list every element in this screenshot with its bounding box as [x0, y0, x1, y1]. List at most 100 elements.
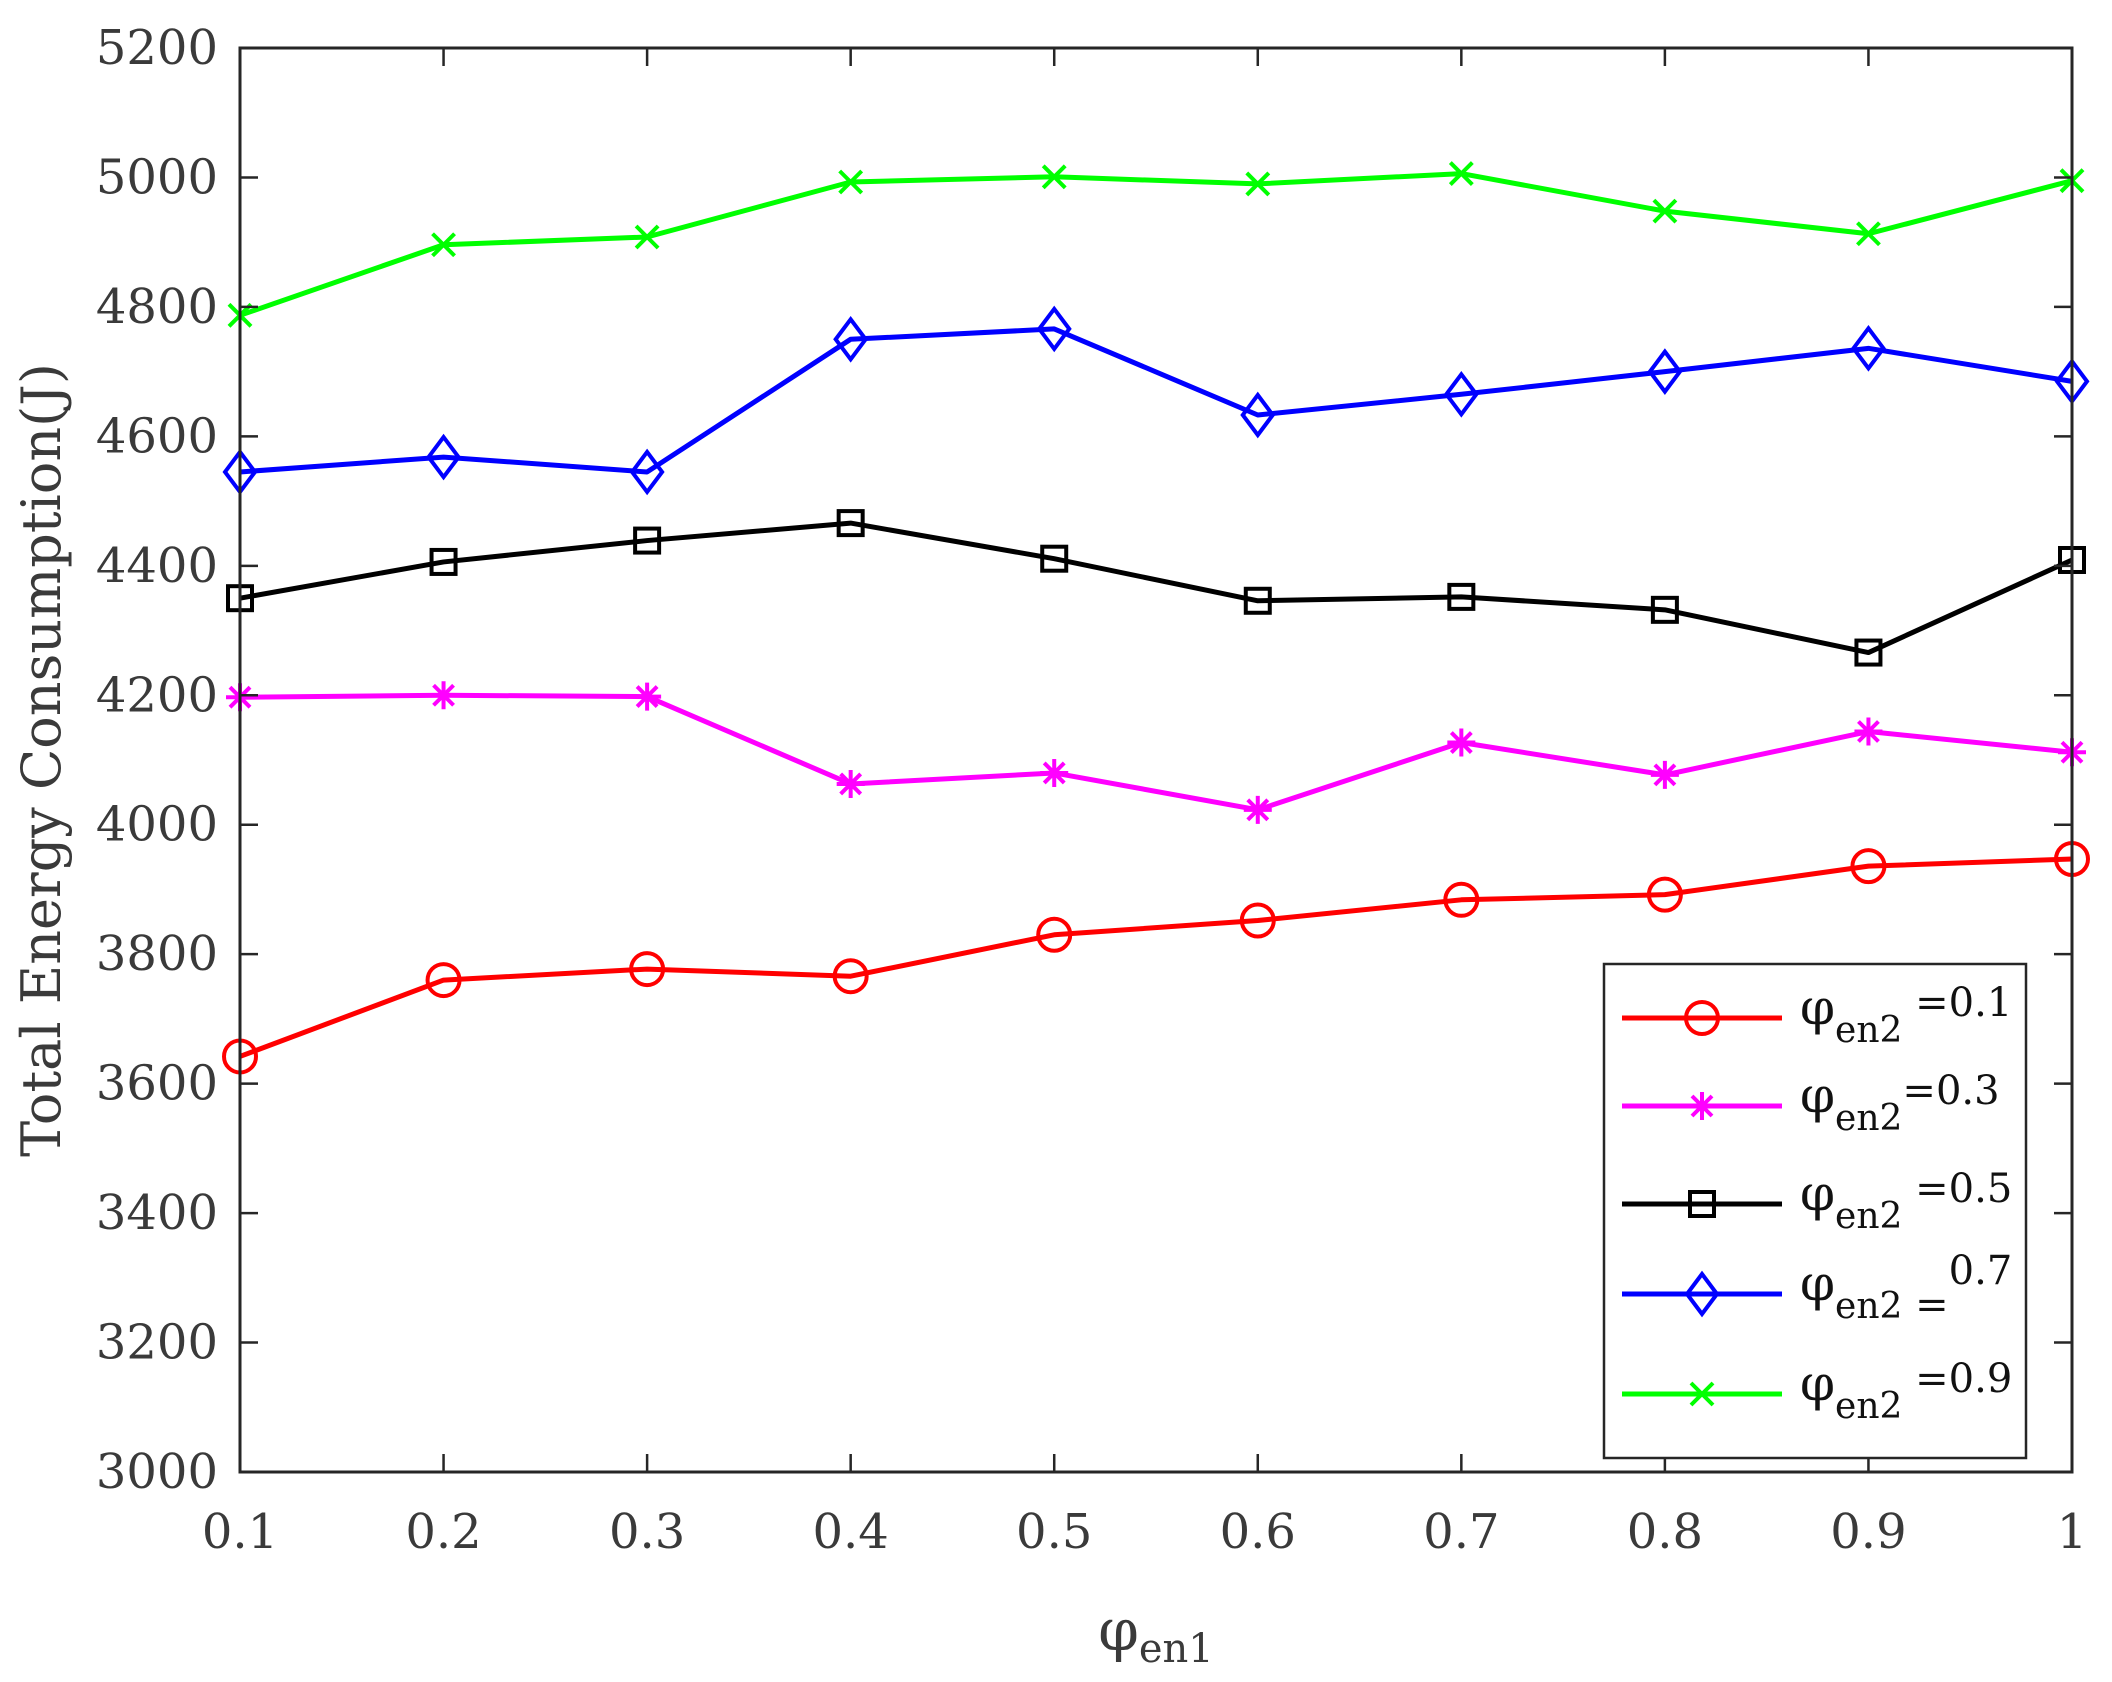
x-tick-label: 0.6	[1220, 1504, 1296, 1560]
series-layer	[222, 161, 2090, 1075]
data-point	[1447, 582, 1476, 611]
legend-label: φen2 =0.5	[1800, 1164, 2012, 1237]
data-point-shape	[833, 315, 869, 363]
data-point	[1448, 161, 1474, 186]
data-point-shape	[1854, 638, 1883, 667]
data-point-shape	[1443, 370, 1479, 418]
data-point	[1036, 916, 1073, 953]
x-tick-label: 0.9	[1830, 1504, 1906, 1560]
y-tick-label: 4800	[96, 279, 218, 335]
data-point-shape	[1647, 348, 1683, 395]
data-point-shape	[1243, 586, 1272, 615]
legend-label-value: =0.9	[1902, 1356, 2012, 1402]
x-axis-title: φen1	[1098, 1596, 1214, 1672]
data-point-shape	[629, 951, 666, 988]
data-point-shape	[1447, 582, 1476, 611]
data-point-shape	[1041, 164, 1067, 190]
data-point-shape	[629, 448, 665, 496]
legend-label-main: φ	[1800, 1354, 1835, 1412]
data-point	[429, 547, 458, 576]
x-tick-label: 0.8	[1627, 1504, 1703, 1560]
data-point	[1240, 391, 1276, 439]
x-tick-label: 0.7	[1423, 1504, 1499, 1560]
y-tick-label: 3600	[96, 1056, 218, 1112]
data-point-shape	[1239, 902, 1276, 939]
legend-item-5: φen2 =0.9	[1622, 1354, 2012, 1427]
data-point-shape	[1652, 198, 1678, 224]
data-point	[431, 232, 456, 258]
legend-marker	[1684, 1270, 1720, 1318]
data-point	[629, 951, 666, 988]
data-point	[1647, 348, 1683, 395]
legend-label-sub: en2	[1835, 1286, 1902, 1327]
series-line	[239, 856, 2073, 1059]
legend-marker-shape	[1684, 1270, 1720, 1318]
legend-marker	[1689, 1381, 1715, 1407]
axes-box	[238, 46, 2074, 1474]
data-point	[633, 526, 662, 555]
legend-marker	[1688, 1190, 1716, 1218]
data-point	[1856, 221, 1881, 247]
data-point-shape	[429, 681, 458, 710]
series-line	[239, 520, 2074, 656]
data-point	[1036, 305, 1072, 353]
legend-label-sub: en2	[1835, 1098, 1902, 1139]
data-point-shape	[1646, 876, 1683, 913]
data-point	[1443, 881, 1480, 918]
data-point-shape	[1854, 717, 1883, 746]
data-point	[1652, 198, 1678, 224]
legend-item-1: φen2 =0.1	[1622, 978, 2012, 1051]
legend-label-value: =	[1902, 1282, 1948, 1328]
x-tick-label: 0.3	[609, 1504, 685, 1560]
data-point-shape	[1447, 728, 1476, 757]
legend-label-sub: en2	[1835, 1386, 1902, 1427]
data-point-shape	[426, 433, 462, 481]
data-point	[1243, 586, 1272, 615]
legend-label-value: =0.5	[1902, 1166, 2012, 1212]
legend-item-4: φen2 =0.7	[1622, 1248, 2012, 1328]
data-point-shape	[1240, 391, 1276, 439]
y-tick-label: 3400	[96, 1185, 218, 1241]
data-point-shape	[1856, 221, 1881, 247]
data-point	[1850, 325, 1886, 372]
data-point-shape	[836, 769, 865, 798]
y-tick-label: 4000	[96, 797, 218, 853]
data-point-shape	[1850, 325, 1886, 372]
data-point	[429, 681, 458, 710]
data-point	[1850, 848, 1887, 885]
x-axis-title-sub: en1	[1139, 1626, 1214, 1672]
data-point	[426, 433, 462, 481]
legend-label-value: =0.1	[1902, 980, 2012, 1026]
legend-label-main: φ	[1800, 1254, 1835, 1312]
legend-label: φen2 =0.1	[1800, 978, 2012, 1051]
data-point-shape	[1036, 305, 1072, 353]
x-tick-label: 0.2	[405, 1504, 481, 1560]
series-line	[239, 171, 2073, 318]
data-point	[629, 448, 665, 496]
data-point	[1239, 902, 1276, 939]
data-point	[1245, 171, 1271, 197]
data-point-shape	[431, 232, 456, 258]
data-point	[634, 224, 660, 250]
series-5	[227, 161, 2085, 328]
legend-label: φen2 =0.9	[1800, 1354, 2012, 1427]
data-point-shape	[633, 526, 662, 555]
data-point	[1650, 595, 1679, 624]
legend-marker-shape	[1689, 1381, 1715, 1407]
legend-box	[1602, 962, 2028, 1460]
data-point	[1854, 717, 1883, 746]
data-point	[1854, 638, 1883, 667]
data-point	[836, 769, 865, 798]
data-point-shape	[1243, 795, 1272, 824]
data-point-shape	[1245, 171, 1271, 197]
data-point	[1646, 876, 1683, 913]
series-line	[239, 326, 2073, 475]
data-point	[836, 509, 865, 538]
data-point-shape	[1040, 544, 1069, 573]
data-point	[1650, 760, 1679, 789]
y-tick-label: 3000	[96, 1444, 218, 1500]
data-point	[1243, 795, 1272, 824]
data-point-shape	[425, 962, 462, 999]
